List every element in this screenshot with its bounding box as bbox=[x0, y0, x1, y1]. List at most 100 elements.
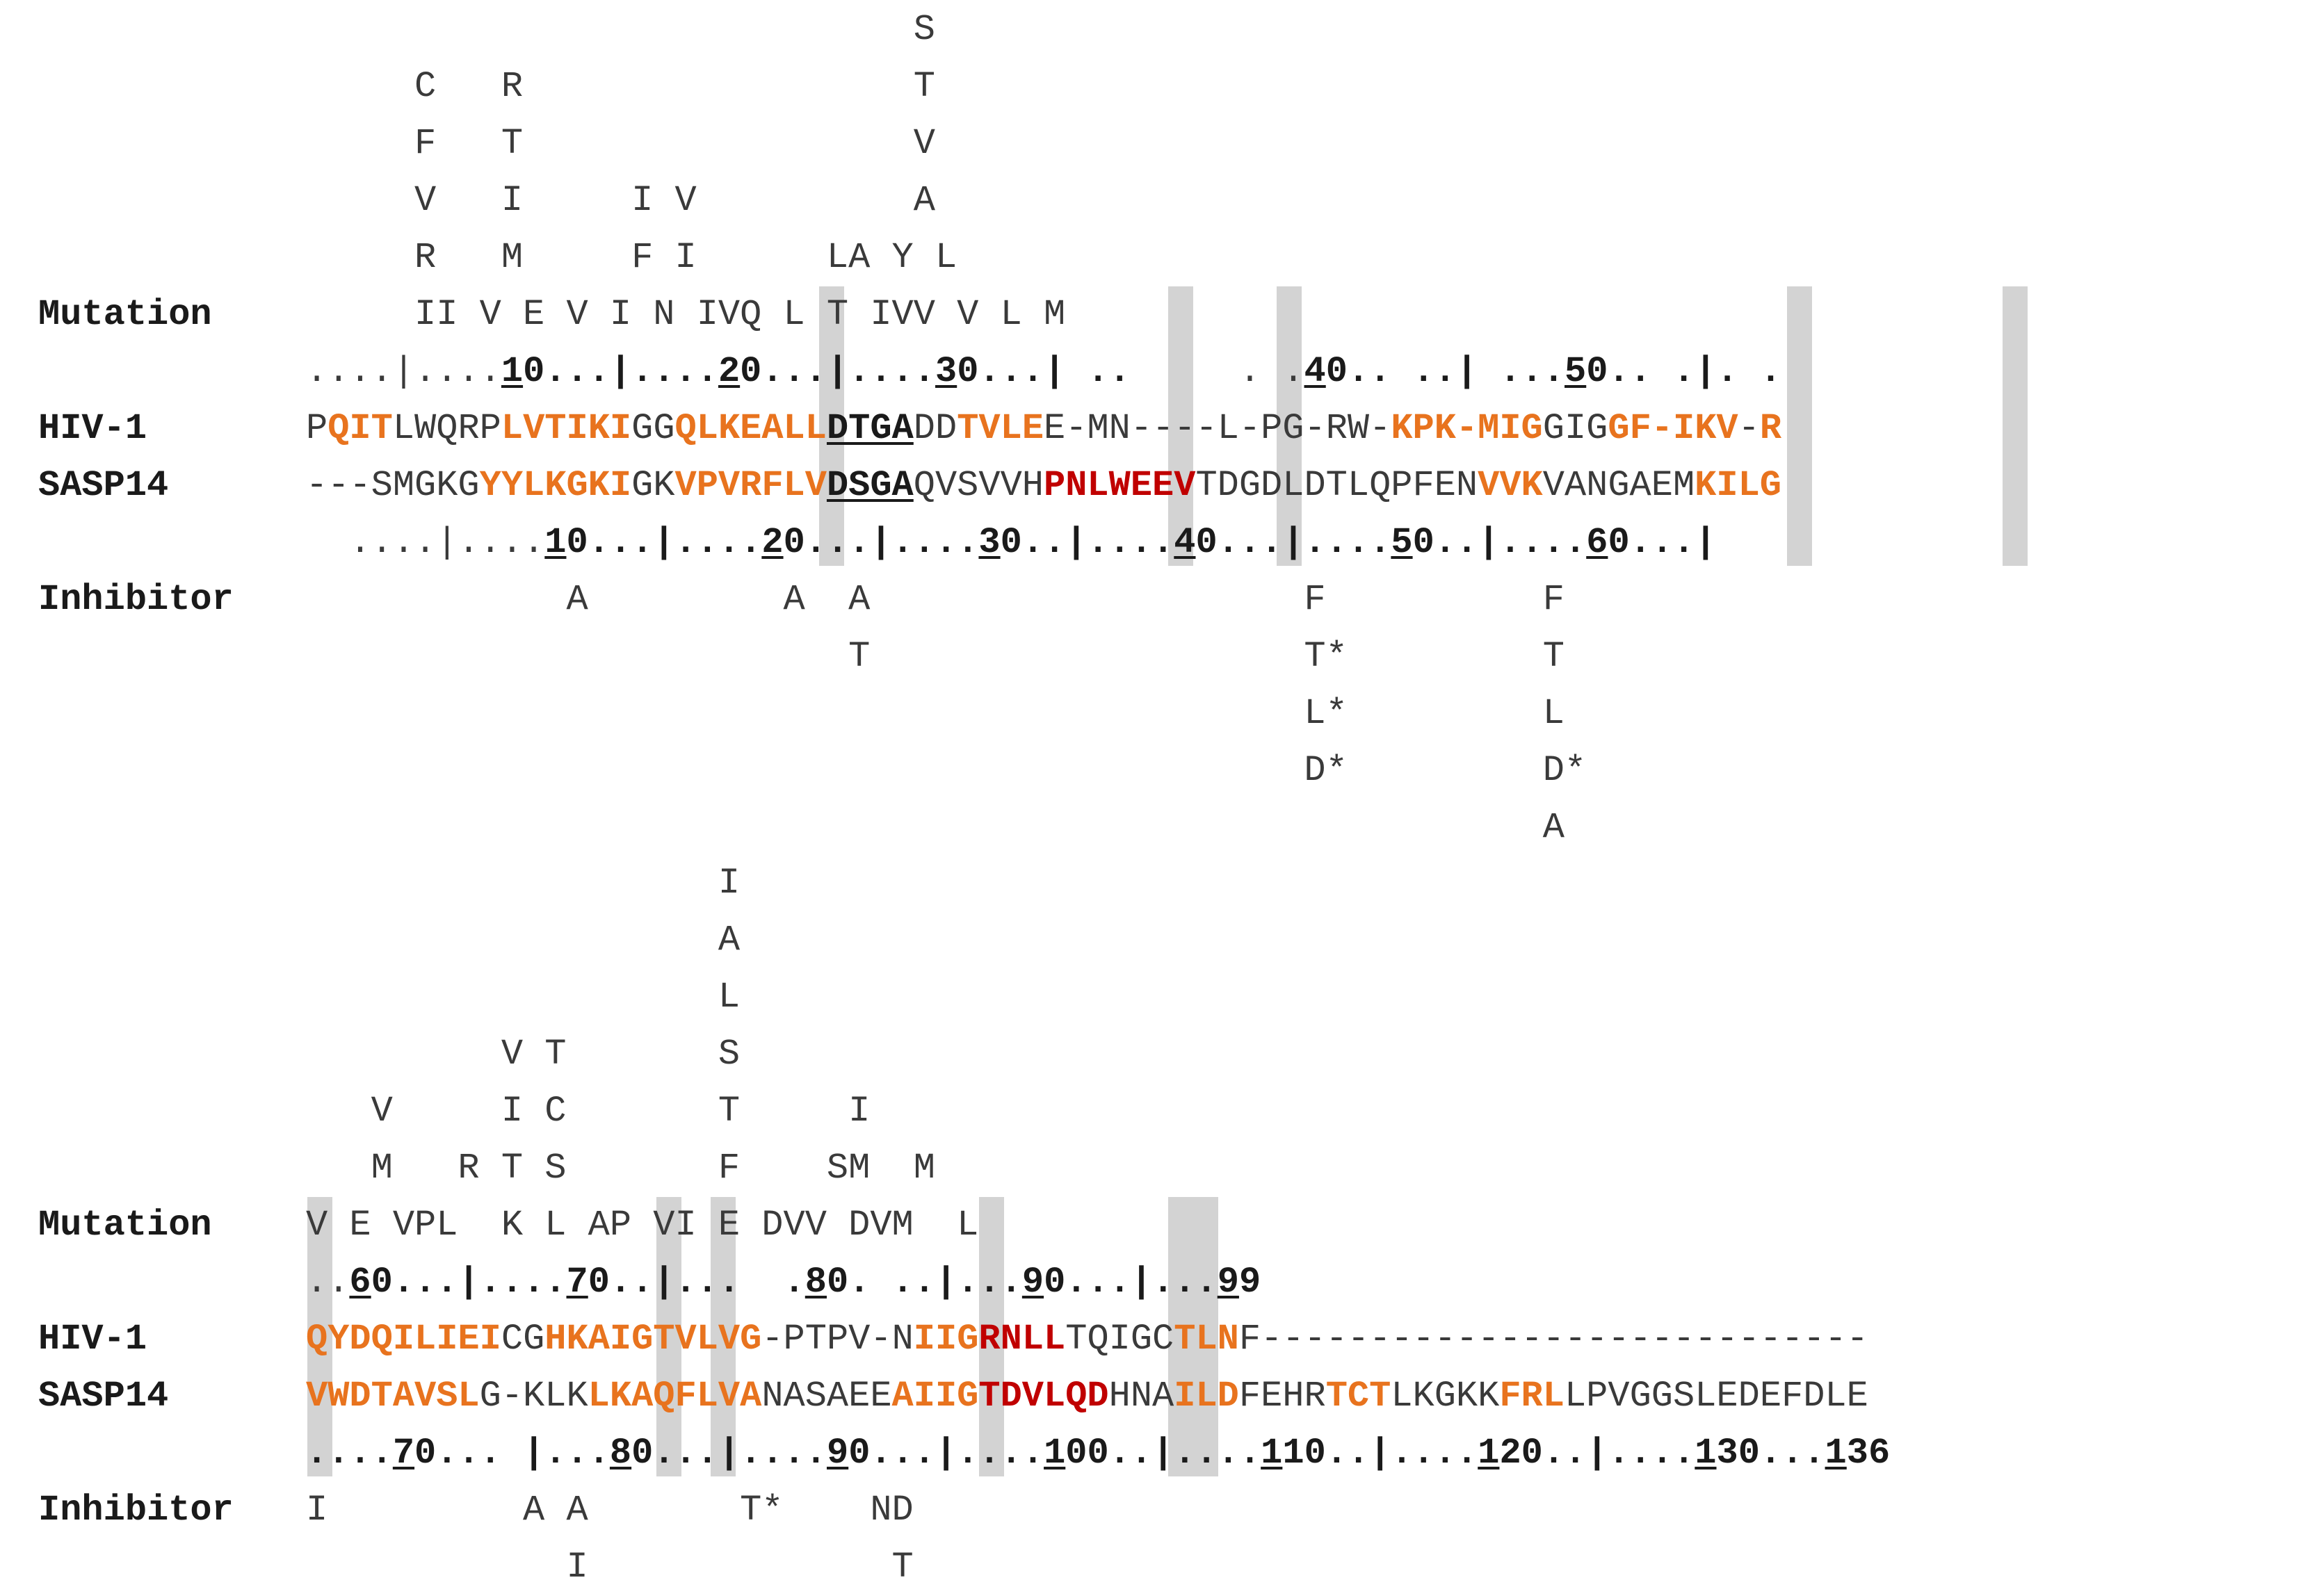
sequence-segment: 3 bbox=[978, 522, 1001, 563]
sequence-segment: 0...| bbox=[1608, 522, 1717, 563]
sequence-segment: 5 bbox=[1391, 522, 1413, 563]
sequence-segment: NASAEE bbox=[761, 1376, 892, 1417]
sequence-segment: 0.. .|. . bbox=[1586, 351, 1782, 392]
sequence-segment: QVSVVH bbox=[913, 465, 1044, 506]
sequence-segment: 20..|.... bbox=[1499, 1433, 1695, 1474]
sequence-segment: 1 bbox=[1478, 1433, 1500, 1474]
sequence-segment: RNLL bbox=[978, 1319, 1066, 1360]
hiv-position-ruler: ....|....10...|....20...|....30...| .. .… bbox=[306, 343, 1781, 400]
sequence-segment: 7 bbox=[392, 1433, 415, 1474]
mutation-stack: S C R T F T V V I I V A R M F I LA Y L I… bbox=[306, 1, 1065, 343]
sequence-segment: 0...| .. bbox=[957, 351, 1153, 392]
sequence-segment: ---SMGKG bbox=[306, 465, 480, 506]
sequence-segment: 1 bbox=[1044, 1433, 1066, 1474]
sequence-segment: GK bbox=[631, 465, 675, 506]
inhibitor-stack: I A A T* ND I T bbox=[306, 1482, 914, 1596]
mutation-label: Mutation bbox=[38, 1205, 212, 1246]
sequence-segment: 0..|.... bbox=[1412, 522, 1587, 563]
sequence-segment: 6 bbox=[349, 1262, 371, 1303]
sequence-segment: QYDQILIEI bbox=[306, 1319, 501, 1360]
highlight-column bbox=[979, 1197, 1004, 1476]
sequence-segment: VVK bbox=[1478, 465, 1543, 506]
hiv-sequence: PQITLWQRPLVTIKIGGQLKEALLDTGADDTVLEE-MN--… bbox=[306, 400, 1781, 457]
sequence-segment: FRL bbox=[1499, 1376, 1565, 1417]
sequence-segment: E-MN----L-PG-RW- bbox=[1044, 408, 1391, 449]
sequence-segment: 9 bbox=[826, 1433, 849, 1474]
sequence-segment: 1 bbox=[544, 522, 567, 563]
sequence-segment: 8 bbox=[805, 1262, 827, 1303]
stack-line: II V E V I N IVQ L T IVV V L M bbox=[306, 294, 1066, 335]
stack-line: A bbox=[306, 807, 1565, 848]
inhibitor-stack: A A A F F T T* T L* L bbox=[306, 571, 1586, 856]
highlight-column bbox=[307, 1197, 332, 1476]
sequence-segment: 6 bbox=[1586, 522, 1608, 563]
stack-line: A A A F F bbox=[306, 579, 1565, 620]
sequence-segment: 30... bbox=[1716, 1433, 1825, 1474]
hiv-label: HIV-1 bbox=[38, 1319, 147, 1360]
sequence-segment: 0...|.... bbox=[631, 1433, 827, 1474]
sequence-segment: YYLKGKI bbox=[479, 465, 632, 506]
sequence-segment: - bbox=[1738, 408, 1760, 449]
sequence-segment: .. bbox=[306, 1262, 350, 1303]
hiv-position-ruler: ..60...|....70..|... .80. ..|...90...|..… bbox=[306, 1254, 1261, 1311]
sequence-segment: 5 bbox=[1565, 351, 1587, 392]
sequence-segment: VPVRFLV bbox=[674, 465, 827, 506]
sequence-segment: 1 bbox=[1695, 1433, 1717, 1474]
stack-line: M R T S F SM M bbox=[306, 1148, 935, 1189]
sequence-segment: .... bbox=[306, 1433, 393, 1474]
sequence-segment: TQIGC bbox=[1065, 1319, 1174, 1360]
sequence-segment: LKAQFLVA bbox=[588, 1376, 762, 1417]
highlight-column bbox=[1787, 286, 1812, 566]
sequence-segment: ....|.... bbox=[306, 351, 501, 392]
mutation-stack: I A L V T S V I C T I M R T S F SM M V E … bbox=[306, 855, 978, 1254]
stack-line: L bbox=[306, 977, 741, 1018]
sequence-segment: -PTPV-N bbox=[761, 1319, 914, 1360]
sequence-segment: 0...|.... bbox=[740, 351, 936, 392]
highlight-column bbox=[2003, 286, 2028, 566]
stack-line: A bbox=[306, 920, 741, 961]
sequence-segment: 36 bbox=[1846, 1433, 1891, 1474]
sequence-segment: 0.. ..| ... bbox=[1325, 351, 1565, 392]
sequence-segment: VWDTAVSL bbox=[306, 1376, 480, 1417]
stack-line: L* L bbox=[306, 693, 1565, 734]
sequence-segment: 4 bbox=[1174, 522, 1196, 563]
stack-line: T T* T bbox=[306, 636, 1565, 677]
sequence-segment: 2 bbox=[761, 522, 784, 563]
sequence-segment: F---------------------------- bbox=[1238, 1319, 1868, 1360]
sequence-segment: TDGDLDTLQPFEN bbox=[1195, 465, 1478, 506]
highlight-column bbox=[1277, 286, 1302, 566]
sequence-segment: 0...|.... bbox=[523, 351, 718, 392]
sequence-segment: ILD bbox=[1174, 1376, 1239, 1417]
sequence-segment: HNA bbox=[1108, 1376, 1174, 1417]
sequence-segment: 0... |... bbox=[414, 1433, 610, 1474]
hiv-sequence: QYDQILIEICGHKAIGTVLVG-PTPV-NIIGRNLLTQIGC… bbox=[306, 1311, 1868, 1368]
sequence-segment: KPK-MIG bbox=[1391, 408, 1543, 449]
sasp-position-ruler: ....70... |...80...|....90...|....100..|… bbox=[306, 1425, 1890, 1482]
sequence-segment: 0...|.... bbox=[371, 1262, 567, 1303]
stack-line: V T S bbox=[306, 1034, 741, 1075]
sequence-segment: CG bbox=[501, 1319, 545, 1360]
sequence-segment: IKV bbox=[1673, 408, 1738, 449]
sasp-label: SASP14 bbox=[38, 1376, 169, 1417]
sequence-segment: HKAIGTVLVG bbox=[544, 1319, 762, 1360]
highlight-column bbox=[711, 1197, 736, 1476]
inhibitor-label: Inhibitor bbox=[38, 1490, 234, 1531]
sequence-segment: 0...|... bbox=[1044, 1262, 1218, 1303]
sequence-segment: 3 bbox=[935, 351, 957, 392]
sequence-segment: LKGKK bbox=[1391, 1376, 1500, 1417]
stack-line: I bbox=[306, 863, 741, 904]
sequence-segment: 2 bbox=[718, 351, 741, 392]
sequence-segment: TLN bbox=[1174, 1319, 1239, 1360]
sasp-label: SASP14 bbox=[38, 465, 169, 506]
sequence-segment: TDVLQD bbox=[978, 1376, 1109, 1417]
stack-line: I T bbox=[306, 1547, 914, 1588]
sequence-segment: 9 bbox=[1217, 1262, 1239, 1303]
sequence-segment: DD bbox=[913, 408, 957, 449]
highlight-column bbox=[1168, 1197, 1218, 1476]
sequence-segment: ....|.... bbox=[306, 522, 545, 563]
highlight-column bbox=[656, 1197, 681, 1476]
stack-line: F T V bbox=[306, 123, 935, 164]
sequence-segment: TCT bbox=[1325, 1376, 1391, 1417]
sequence-segment: GIG bbox=[1542, 408, 1608, 449]
